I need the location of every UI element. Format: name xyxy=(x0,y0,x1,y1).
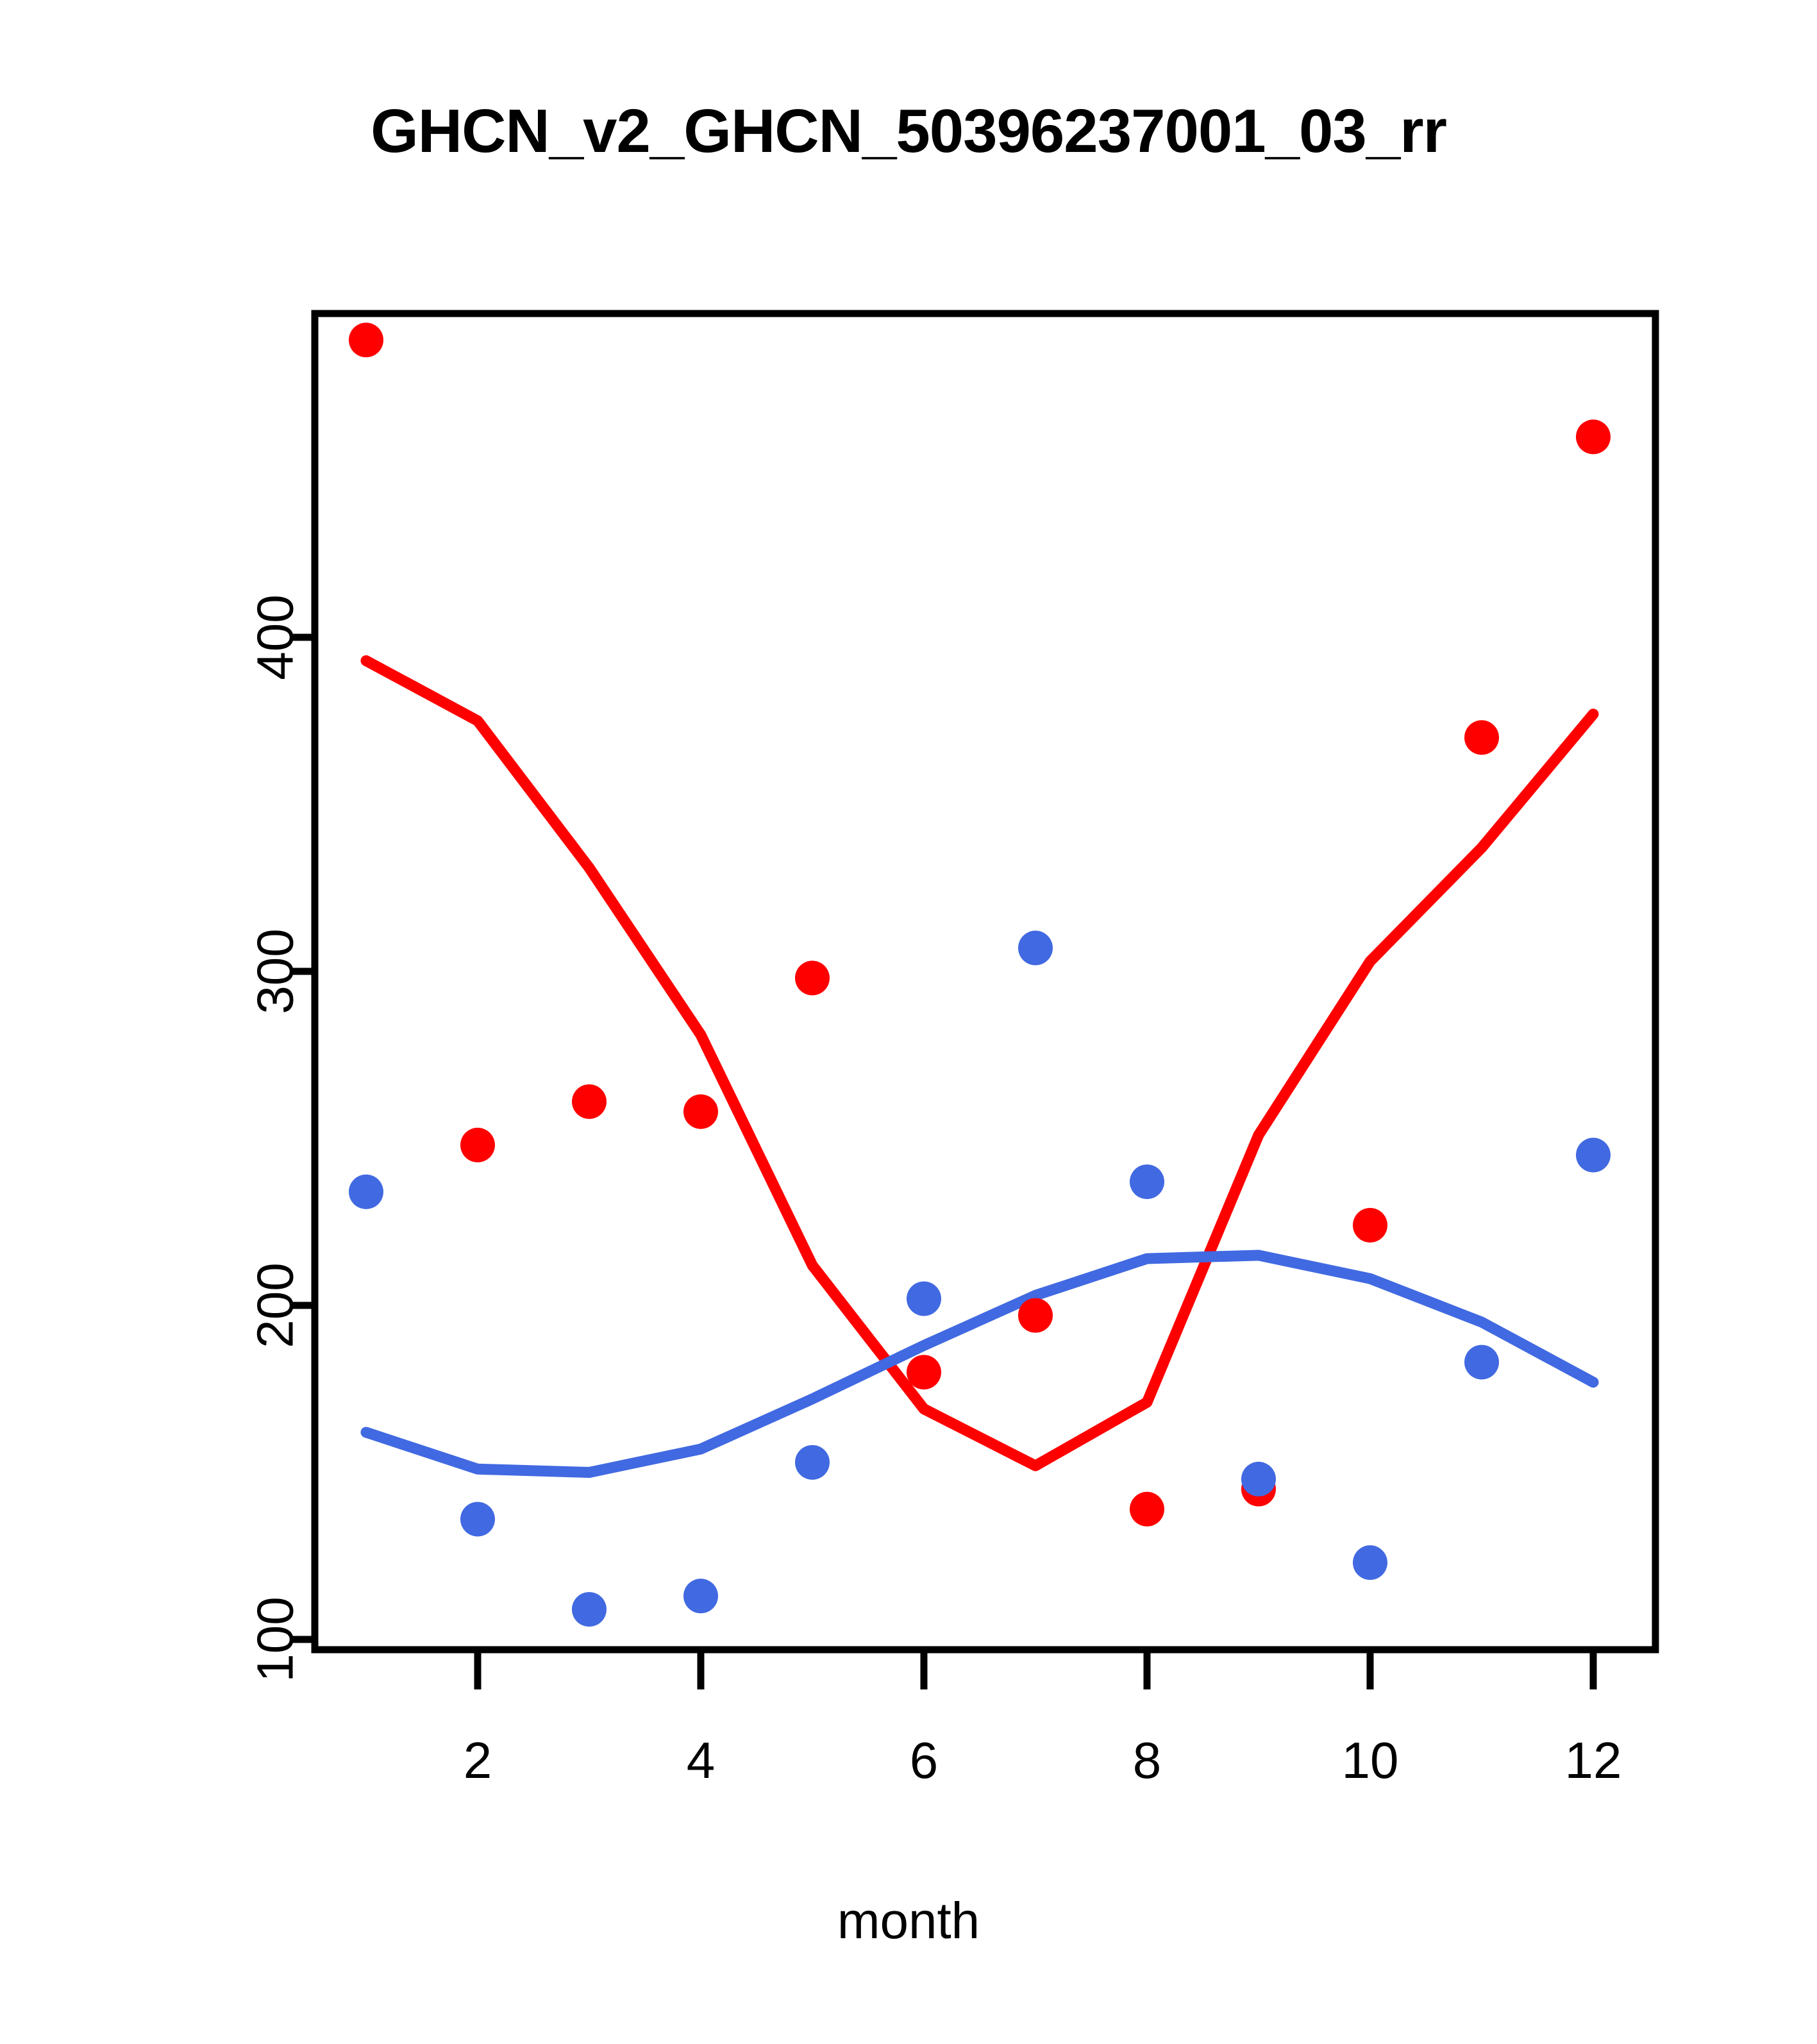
x-axis: 2 4 6 8 10 12 xyxy=(464,1650,1622,1789)
red-points-marker xyxy=(1018,1298,1053,1333)
x-axis-tick-label: 12 xyxy=(1565,1732,1622,1789)
blue-points-marker xyxy=(795,1445,830,1480)
red-points-marker xyxy=(907,1355,941,1390)
trend-lines xyxy=(360,655,1599,1478)
y-axis-tick-label: 300 xyxy=(247,928,304,1014)
y-axis: 100 200 300 400 xyxy=(247,594,315,1682)
blue-points-marker xyxy=(349,1174,383,1209)
blue-points-marker xyxy=(1018,930,1053,966)
x-axis-tick-label: 6 xyxy=(910,1732,939,1789)
red-points-marker xyxy=(683,1094,718,1129)
x-axis-tick-label: 2 xyxy=(464,1732,492,1789)
y-axis-tick-label: 400 xyxy=(247,594,304,680)
plot-panel-border xyxy=(311,310,1659,1654)
red-points-marker xyxy=(460,1127,495,1162)
y-axis-tick-label: 100 xyxy=(247,1596,304,1682)
blue-points-marker xyxy=(572,1592,607,1627)
x-axis-title: month xyxy=(837,1892,980,1949)
red-points-marker xyxy=(1130,1491,1164,1527)
blue-points-marker xyxy=(1241,1461,1276,1496)
blue-points-marker xyxy=(1353,1545,1387,1580)
red-points-marker xyxy=(1576,419,1611,455)
red-points-marker xyxy=(572,1084,607,1119)
blue-points-marker xyxy=(1130,1164,1164,1200)
red-points-marker xyxy=(1464,720,1499,755)
red-line xyxy=(360,655,1599,1471)
x-axis-tick-label: 8 xyxy=(1133,1732,1162,1789)
blue-points-marker xyxy=(907,1281,941,1316)
blue-points-marker xyxy=(460,1502,495,1537)
x-axis-tick-label: 10 xyxy=(1342,1732,1399,1789)
data-points xyxy=(349,323,1611,1627)
red-points-marker xyxy=(349,323,383,358)
y-axis-tick-label: 200 xyxy=(247,1262,304,1348)
red-points-marker xyxy=(1353,1207,1387,1243)
blue-points-marker xyxy=(1464,1345,1499,1380)
red-points-marker xyxy=(795,960,830,996)
page-title: GHCN_v2_GHCN_50396237001_03_rr xyxy=(371,97,1447,165)
blue-line xyxy=(360,1250,1599,1478)
x-axis-tick-label: 4 xyxy=(687,1732,716,1789)
blue-points-marker xyxy=(683,1579,718,1614)
blue-points-marker xyxy=(1576,1137,1611,1173)
